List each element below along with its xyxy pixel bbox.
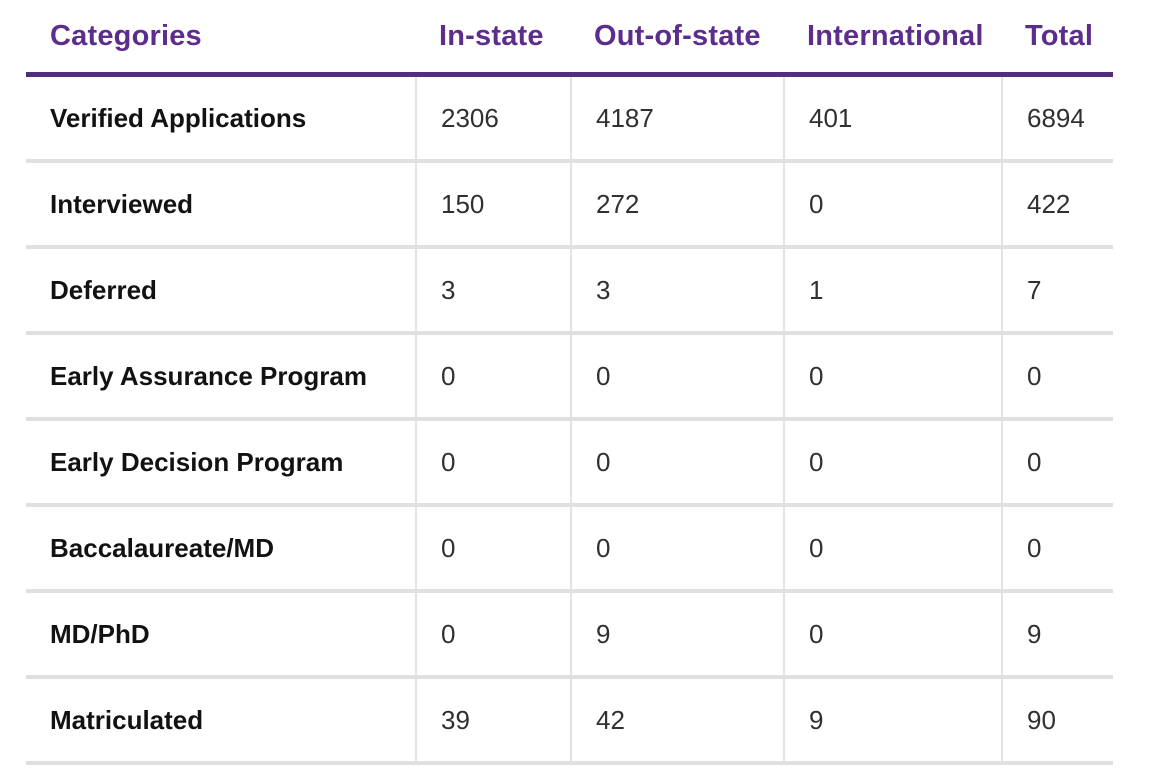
cell-value: 401 (783, 77, 1001, 159)
table-row-baccalaureate-md: Baccalaureate/MD 0 0 0 0 (26, 507, 1113, 593)
cell-value: 0 (570, 421, 783, 503)
cell-value: 0 (783, 163, 1001, 245)
column-header-categories: Categories (50, 19, 202, 52)
table-row-early-assurance-program: Early Assurance Program 0 0 0 0 (26, 335, 1113, 421)
table-header-row: Categories In-state Out-of-state Interna… (26, 0, 1113, 72)
table-row-matriculated: Matriculated 39 42 9 90 (26, 679, 1113, 765)
cell-value: 9 (1001, 593, 1113, 675)
row-label: Interviewed (50, 188, 194, 219)
row-label: Early Assurance Program (50, 360, 367, 391)
cell-value: 0 (1001, 335, 1113, 417)
cell-value: 3 (570, 249, 783, 331)
column-header-total: Total (1025, 19, 1094, 52)
cell-value: 6894 (1001, 77, 1113, 159)
cell-value: 0 (783, 335, 1001, 417)
cell-value: 4187 (570, 77, 783, 159)
cell-value: 0 (570, 335, 783, 417)
header-divider-rule (26, 72, 1113, 77)
cell-value: 272 (570, 163, 783, 245)
cell-value: 0 (783, 421, 1001, 503)
row-label: Matriculated (50, 704, 204, 735)
cell-value: 1 (783, 249, 1001, 331)
table-row-early-decision-program: Early Decision Program 0 0 0 0 (26, 421, 1113, 507)
cell-value: 0 (415, 421, 570, 503)
cell-value: 0 (783, 593, 1001, 675)
row-label: MD/PhD (50, 618, 150, 649)
cell-value: 422 (1001, 163, 1113, 245)
table-row-md-phd: MD/PhD 0 9 0 9 (26, 593, 1113, 679)
table-row-verified-applications: Verified Applications 2306 4187 401 6894 (26, 77, 1113, 163)
cell-value: 0 (415, 593, 570, 675)
column-header-out-of-state: Out-of-state (594, 19, 761, 52)
column-header-international: International (807, 19, 984, 52)
cell-value: 39 (415, 679, 570, 761)
row-label: Verified Applications (50, 102, 307, 133)
cell-value: 2306 (415, 77, 570, 159)
cell-value: 3 (415, 249, 570, 331)
table-row-deferred: Deferred 3 3 1 7 (26, 249, 1113, 335)
cell-value: 7 (1001, 249, 1113, 331)
cell-value: 0 (570, 507, 783, 589)
cell-value: 90 (1001, 679, 1113, 761)
cell-value: 0 (1001, 507, 1113, 589)
cell-value: 0 (783, 507, 1001, 589)
cell-value: 9 (783, 679, 1001, 761)
row-label: Baccalaureate/MD (50, 532, 274, 563)
cell-value: 0 (1001, 421, 1113, 503)
row-label: Deferred (50, 274, 157, 305)
cell-value: 42 (570, 679, 783, 761)
applications-table: Categories In-state Out-of-state Interna… (26, 0, 1113, 765)
column-header-in-state: In-state (439, 19, 544, 52)
cell-value: 0 (415, 335, 570, 417)
cell-value: 0 (415, 507, 570, 589)
cell-value: 150 (415, 163, 570, 245)
cell-value: 9 (570, 593, 783, 675)
row-label: Early Decision Program (50, 446, 344, 477)
table-row-interviewed: Interviewed 150 272 0 422 (26, 163, 1113, 249)
